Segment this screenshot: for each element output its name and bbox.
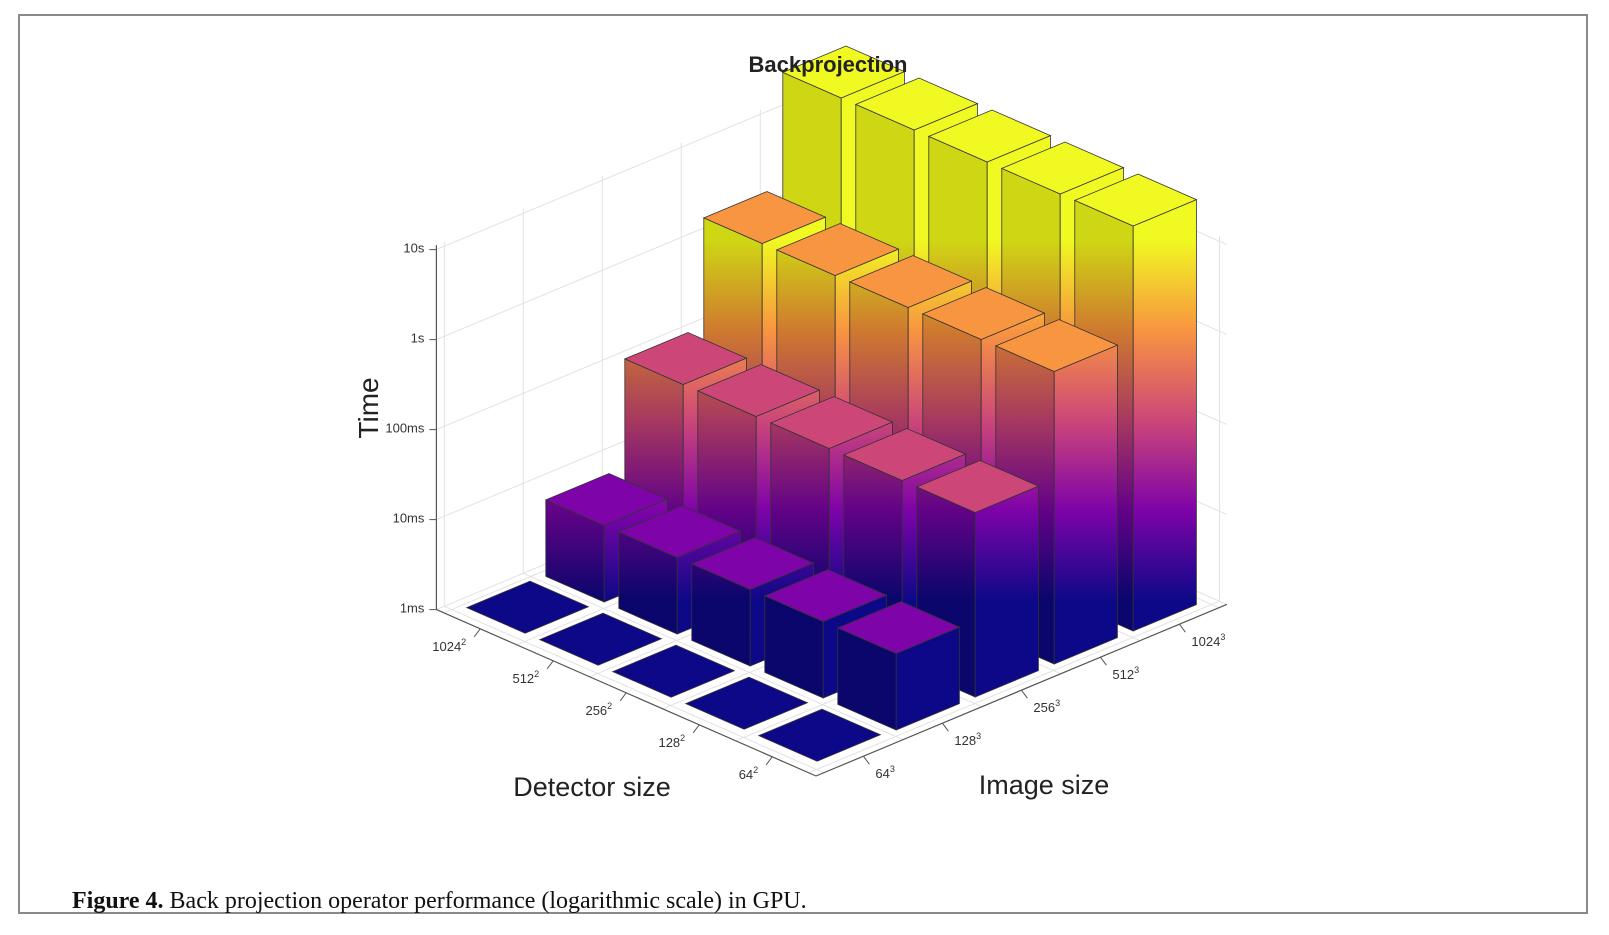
- bar-top-face: [623, 332, 748, 385]
- bar-top-face: [994, 319, 1119, 372]
- bar-top-face: [538, 612, 663, 666]
- y-tick-exp: 3: [890, 764, 895, 774]
- x-tick-label: 642: [739, 765, 758, 782]
- bar: [757, 708, 882, 762]
- bar-top-face: [696, 364, 821, 417]
- bar-top-face: [690, 537, 815, 590]
- y-tick: [1021, 689, 1028, 699]
- bar-top-face: [775, 223, 900, 276]
- bar: [836, 601, 961, 731]
- figure-frame: Backprojection Time Detector size Image …: [18, 14, 1588, 914]
- bar-top-face: [842, 428, 967, 481]
- x-tick-exp: 2: [607, 701, 612, 711]
- y-axis-label: Image size: [979, 770, 1110, 800]
- bar3d-chart: Backprojection Time Detector size Image …: [353, 45, 1228, 802]
- x-tick-exp: 2: [753, 765, 758, 775]
- z-tick-label: 1ms: [400, 601, 425, 616]
- bar-top-face: [836, 601, 961, 654]
- bar-front-face: [974, 485, 1039, 698]
- x-tick-exp: 2: [534, 669, 539, 679]
- bar-top-face: [544, 473, 669, 526]
- bar: [538, 612, 663, 666]
- x-tick: [765, 756, 773, 766]
- x-tick: [546, 660, 554, 670]
- x-tick: [692, 724, 700, 734]
- bar-top-face: [915, 460, 1040, 513]
- y-tick: [863, 755, 870, 765]
- x-tick-label: 1282: [658, 733, 685, 750]
- y-tick-exp: 3: [1220, 632, 1225, 642]
- bar-top-face: [769, 396, 894, 449]
- bar-top-face: [465, 580, 590, 634]
- bar-top-face: [921, 287, 1046, 340]
- grid-line: [444, 605, 825, 774]
- bar: [611, 644, 736, 698]
- bar: [465, 580, 590, 634]
- chart-title: Backprojection: [749, 52, 908, 77]
- y-tick-label: 2563: [1033, 698, 1060, 715]
- x-tick-label: 2562: [585, 701, 612, 718]
- x-tick-exp: 2: [680, 733, 685, 743]
- x-tick: [619, 692, 627, 702]
- y-tick-label: 643: [875, 764, 894, 781]
- z-tick-label: 10ms: [393, 511, 425, 526]
- bar-top-face: [763, 569, 888, 622]
- y-tick: [942, 722, 949, 732]
- x-tick-label: 10242: [432, 637, 466, 654]
- grid-line: [436, 77, 848, 251]
- y-tick-exp: 3: [1134, 665, 1139, 675]
- z-axis-label: Time: [353, 377, 384, 438]
- caption-label: Figure 4.: [72, 888, 164, 914]
- bar-front-face: [1053, 344, 1118, 665]
- bar-top-face: [848, 255, 973, 308]
- bar-top-face: [1000, 141, 1125, 195]
- grid-line: [523, 572, 904, 741]
- bar-top-face: [611, 644, 736, 698]
- y-tick: [1100, 656, 1107, 666]
- bar-front-face: [1132, 198, 1197, 632]
- z-tick-label: 100ms: [385, 421, 425, 436]
- y-tick-label: 1283: [954, 731, 981, 748]
- z-tick-label: 10s: [403, 241, 424, 256]
- x-tick-exp: 2: [461, 637, 466, 647]
- labels: Backprojection Time Detector size Image …: [353, 52, 1225, 802]
- x-tick-label: 5122: [512, 669, 539, 686]
- y-tick: [1179, 623, 1186, 633]
- bar: [915, 460, 1040, 698]
- x-axis-label: Detector size: [513, 772, 671, 802]
- figure-caption: Figure 4. Back projection operator perfo…: [72, 888, 807, 915]
- y-tick-label: 10243: [1191, 632, 1225, 649]
- bar-top-face: [1073, 173, 1198, 227]
- bar-top-face: [684, 676, 809, 730]
- y-tick-label: 5123: [1112, 665, 1139, 682]
- caption-text: Back projection operator performance (lo…: [169, 888, 807, 914]
- bar-top-face: [854, 77, 979, 131]
- y-tick-exp: 3: [976, 731, 981, 741]
- bars: [465, 45, 1198, 762]
- y-tick-exp: 3: [1055, 698, 1060, 708]
- z-tick-label: 1s: [411, 331, 425, 346]
- grid-line: [808, 600, 1220, 774]
- bar-top-face: [617, 505, 742, 558]
- bar-top-face: [781, 45, 906, 99]
- bar: [684, 676, 809, 730]
- bar-top-face: [927, 109, 1052, 163]
- bar-top-face: [757, 708, 882, 762]
- axes: [429, 245, 1228, 777]
- x-tick: [473, 628, 481, 638]
- bar-top-face: [702, 191, 827, 244]
